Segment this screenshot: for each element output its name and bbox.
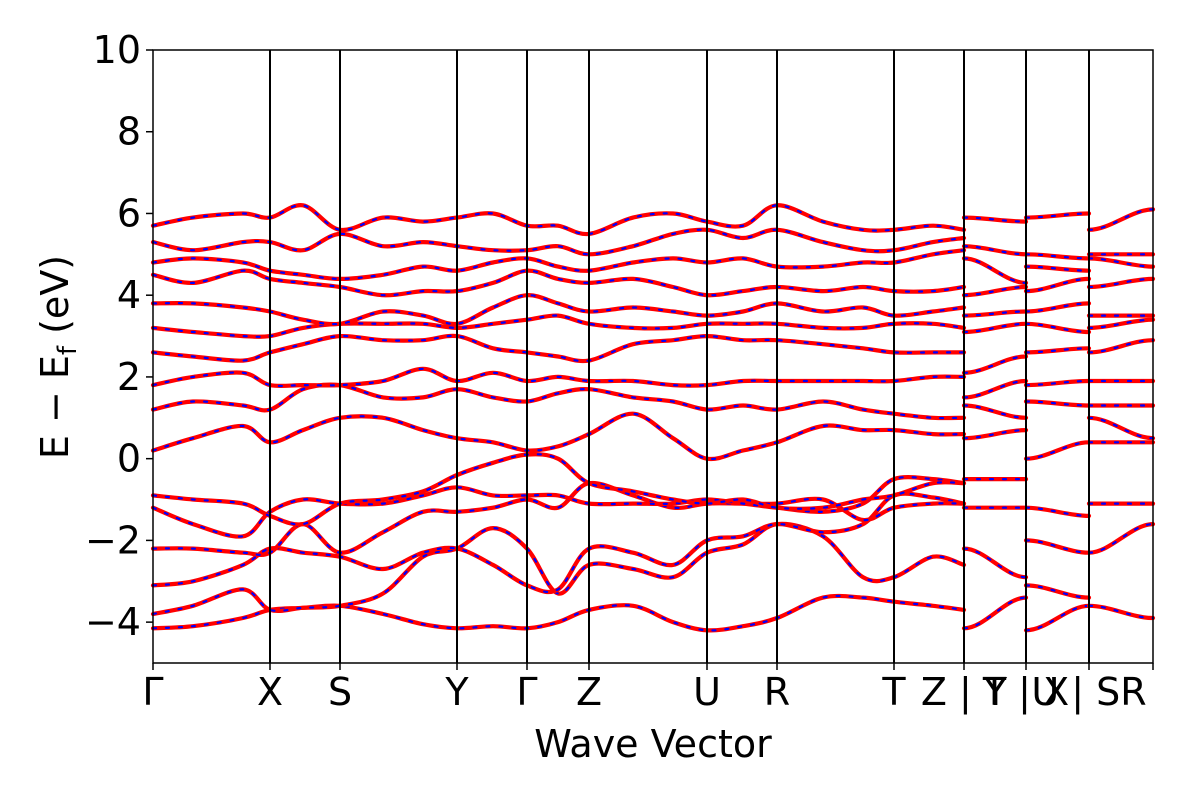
band-line-seg0-8	[961, 321, 1029, 335]
band-line-dashed-seg0-0	[962, 596, 1028, 630]
band-line-dashed-main-3	[151, 481, 966, 557]
band-line-seg2-8	[1086, 317, 1156, 330]
y-tick-label: −2	[85, 518, 141, 562]
band-line-seg1-5	[1023, 399, 1092, 408]
plot-frame	[152, 49, 1154, 664]
band-line-dashed-main-4	[151, 476, 966, 538]
band-line-seg0-13	[961, 215, 1029, 224]
band-line-dashed-main-6	[151, 412, 966, 461]
band-line-seg0-4	[961, 428, 1029, 441]
band-line-main-13	[150, 248, 967, 281]
band-line-main-5	[150, 452, 967, 527]
band-line-seg2-10	[1086, 276, 1156, 290]
band-line-seg1-9	[1023, 301, 1092, 314]
x-tick-label: T	[881, 670, 906, 714]
band-line-dashed-main-8	[151, 367, 966, 388]
x-tick-label: Z	[576, 670, 602, 714]
x-tick-label: Z | Y	[921, 670, 1008, 715]
band-line-main-10	[150, 313, 967, 339]
kpath-lines	[269, 50, 1090, 663]
band-line-main-9	[150, 333, 967, 364]
y-tick-label: 10	[93, 28, 141, 72]
band-line-dashed-main-7	[151, 383, 966, 420]
x-tick-label: U | SR	[1031, 670, 1146, 715]
x-axis-label: Wave Vector	[534, 722, 772, 766]
band-line-dashed-main-15	[151, 204, 966, 236]
band-line-dashed-main-2	[151, 492, 966, 594]
band-line-dashed-main-13	[151, 249, 966, 280]
band-line-seg1-13	[1023, 211, 1092, 220]
band-line-seg1-3	[1023, 505, 1092, 518]
x-tick-label: T | X	[982, 670, 1069, 715]
y-tick-label: 8	[117, 110, 141, 154]
band-line-dashed-main-14	[151, 228, 966, 256]
band-line-seg2-7	[1086, 338, 1156, 355]
x-tick-label: R	[764, 670, 790, 714]
band-line-seg0-6	[961, 378, 1029, 400]
x-tick-label: Y	[444, 670, 469, 714]
x-tick-label: U	[693, 670, 721, 714]
band-line-seg1-12	[1023, 252, 1092, 261]
y-axis-label-prefix: E − E	[33, 355, 77, 459]
band-line-seg0-7	[961, 354, 1029, 375]
band-line-seg0-5	[961, 403, 1029, 420]
band-line-dashed-main-1	[151, 522, 966, 616]
y-tick-label: 2	[117, 355, 141, 399]
y-tick-label: −4	[85, 600, 141, 644]
band-line-seg1-0	[1023, 603, 1092, 633]
band-line-seg2-1	[1086, 522, 1156, 555]
x-tick-label: S	[328, 670, 352, 714]
band-line-seg2-13	[1086, 207, 1156, 232]
bands-layer	[150, 203, 1156, 633]
band-line-seg0-12	[961, 244, 1029, 257]
y-axis: −4 −2 0 2 4 6 8 10	[85, 28, 153, 644]
band-line-seg1-7	[1023, 346, 1092, 355]
band-line-dashed-main-0	[151, 594, 966, 632]
band-line-seg0-0	[961, 595, 1029, 631]
band-line-seg0-11	[961, 256, 1029, 285]
y-axis-label-subscript: f	[53, 345, 83, 355]
y-tick-label: 4	[117, 273, 141, 317]
band-line-seg0-1	[961, 546, 1029, 580]
band-line-seg1-2	[1023, 538, 1092, 555]
y-axis-label-suffix: (eV)	[33, 255, 77, 346]
y-axis-label: E − Ef (eV)	[33, 255, 83, 459]
band-line-seg1-8	[1023, 321, 1092, 335]
band-line-main-0	[150, 593, 967, 633]
band-line-dashed-main-11	[151, 294, 966, 326]
band-line-dashed-main-12	[151, 269, 966, 297]
band-line-seg2-0	[1086, 603, 1156, 621]
band-line-dashed-seg2-1	[1087, 523, 1155, 554]
band-line-seg1-6	[1023, 378, 1092, 388]
band-line-seg1-4	[1023, 440, 1092, 461]
band-line-main-1	[150, 521, 967, 617]
y-tick-label: 0	[117, 437, 141, 481]
band-line-dashed-main-5	[151, 453, 966, 526]
band-line-seg2-4	[1086, 415, 1156, 441]
band-line-main-7	[150, 382, 967, 421]
x-tick-label: X	[257, 670, 283, 714]
y-tick-label: 6	[117, 191, 141, 235]
band-line-seg0-10	[961, 284, 1029, 298]
band-line-dashed-main-9	[151, 334, 966, 363]
band-line-main-15	[150, 203, 967, 237]
band-line-main-6	[150, 411, 967, 462]
band-line-main-14	[150, 227, 967, 257]
x-tick-label: Γ	[142, 670, 163, 714]
band-line-seg2-11	[1086, 256, 1156, 269]
band-line-seg0-9	[961, 309, 1029, 318]
band-line-seg1-10	[1023, 276, 1092, 294]
x-tick-label: Γ	[516, 670, 537, 714]
band-line-seg1-1	[1023, 583, 1092, 600]
band-line-main-12	[150, 268, 967, 298]
band-line-seg1-11	[1023, 264, 1092, 273]
